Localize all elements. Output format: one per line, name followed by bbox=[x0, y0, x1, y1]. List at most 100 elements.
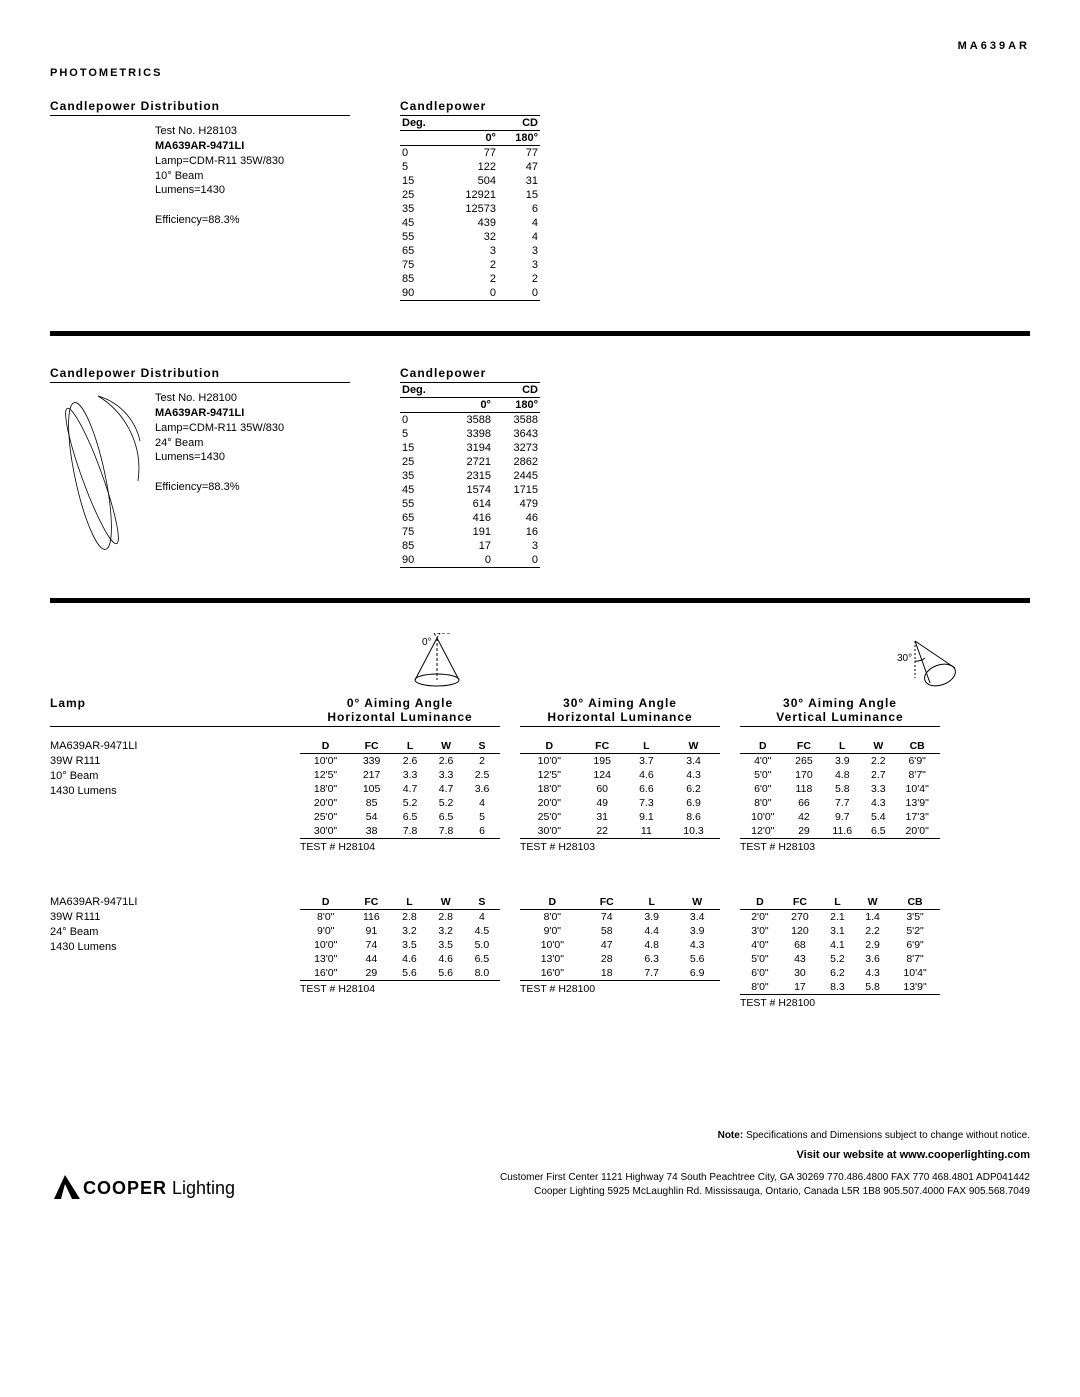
table-row: 3'0"1203.12.25'2" bbox=[740, 924, 940, 938]
cone-30-diagram-icon: 30° bbox=[895, 633, 965, 688]
beam: 10° Beam bbox=[155, 169, 350, 184]
table-row: 4'0"2653.92.26'9" bbox=[740, 754, 940, 769]
table-row: 5'0"1704.82.78'7" bbox=[740, 768, 940, 782]
svg-text:0°: 0° bbox=[422, 637, 432, 648]
table-row: 2'0"2702.11.43'5" bbox=[740, 910, 940, 925]
dist-title: Candlepower Distribution bbox=[50, 99, 350, 116]
table-row: 85173 bbox=[400, 539, 540, 553]
cooper-logo: COOPER Lighting bbox=[50, 1171, 235, 1199]
lamp-info: MA639AR-9471LI39W R11110° Beam1430 Lumen… bbox=[50, 739, 300, 853]
footer-addr1: Customer First Center 1121 Highway 74 So… bbox=[500, 1171, 1030, 1185]
table-row: 25'0"319.18.6 bbox=[520, 810, 720, 824]
table-row: 25'0"546.56.55 bbox=[300, 810, 500, 824]
table-row: 10'0"3392.62.62 bbox=[300, 754, 500, 769]
table-row: 30'0"221110.3 bbox=[520, 824, 720, 839]
table-row: 8'0"178.35.813'9" bbox=[740, 980, 940, 995]
angle-header: 30° Aiming AngleVertical Luminance bbox=[740, 696, 940, 727]
test-number: TEST # H28104 bbox=[300, 983, 500, 995]
lum-table: DFCLW10'0"1953.73.412'5"1244.64.318'0"60… bbox=[520, 739, 720, 853]
table-row: 07777 bbox=[400, 146, 540, 161]
table-row: 35125736 bbox=[400, 202, 540, 216]
table-row: 10'0"1953.73.4 bbox=[520, 754, 720, 769]
table-row: 18'0"606.66.2 bbox=[520, 782, 720, 796]
table-row: 8522 bbox=[400, 272, 540, 286]
lamp: Lamp=CDM-R11 35W/830 bbox=[155, 154, 350, 169]
table-row: 6'0"306.24.310'4" bbox=[740, 966, 940, 980]
lum-row: MA639AR-9471LI39W R11124° Beam1430 Lumen… bbox=[50, 895, 1030, 1009]
table-row: 251292115 bbox=[400, 188, 540, 202]
cone-0-diagram-icon: 0° bbox=[402, 633, 472, 688]
table-row: 20'0"497.36.9 bbox=[520, 796, 720, 810]
beam: 24° Beam bbox=[155, 436, 350, 451]
logo-mark-icon bbox=[50, 1171, 80, 1199]
lamp-info: MA639AR-9471LI39W R11124° Beam1430 Lumen… bbox=[50, 895, 300, 1009]
lum-table: DFCLWCB4'0"2653.92.26'9"5'0"1704.82.78'7… bbox=[740, 739, 940, 853]
table-row: 5'0"435.23.68'7" bbox=[740, 952, 940, 966]
table-row: 9'0"584.43.9 bbox=[520, 924, 720, 938]
table-row: 13'0"444.64.66.5 bbox=[300, 952, 500, 966]
footer-visit: Visit our website at www.cooperlighting.… bbox=[500, 1148, 1030, 1163]
table-row: 12'5"1244.64.3 bbox=[520, 768, 720, 782]
test-number: TEST # H28103 bbox=[740, 841, 940, 853]
photometrics-label: PHOTOMETRICS bbox=[50, 67, 1030, 79]
angle-header: 0° Aiming AngleHorizontal Luminance bbox=[300, 696, 500, 727]
table-row: 9000 bbox=[400, 553, 540, 568]
test-number: TEST # H28100 bbox=[520, 983, 720, 995]
table-row: 035883588 bbox=[400, 413, 540, 428]
table-row: 55324 bbox=[400, 230, 540, 244]
table-row: 12'5"2173.33.32.5 bbox=[300, 768, 500, 782]
table-row: 10'0"429.75.417'3" bbox=[740, 810, 940, 824]
test-no: Test No. H28103 bbox=[155, 124, 350, 139]
test-number: TEST # H28103 bbox=[520, 841, 720, 853]
table-row: 9000 bbox=[400, 286, 540, 301]
footer-note: Note: Specifications and Dimensions subj… bbox=[500, 1129, 1030, 1143]
table-row: 8'0"1162.82.84 bbox=[300, 910, 500, 925]
table-row: 4515741715 bbox=[400, 483, 540, 497]
luminance-section: 0° 30° Lamp 0° Aiming AngleHorizontal Lu… bbox=[50, 633, 1030, 1009]
angle-header: 30° Aiming AngleHorizontal Luminance bbox=[520, 696, 720, 727]
table-row: 10'0"743.53.55.0 bbox=[300, 938, 500, 952]
table-row: 12'0"2911.66.520'0" bbox=[740, 824, 940, 839]
table-row: 18'0"1054.74.73.6 bbox=[300, 782, 500, 796]
table-row: 30'0"387.87.86 bbox=[300, 824, 500, 839]
lum-table: DFCLWS10'0"3392.62.6212'5"2173.33.32.518… bbox=[300, 739, 500, 853]
divider bbox=[50, 331, 1030, 336]
lumens: Lumens=1430 bbox=[155, 183, 350, 198]
svg-text:30°: 30° bbox=[897, 653, 912, 664]
test-number: TEST # H28100 bbox=[740, 997, 940, 1009]
table-row: 16'0"295.65.68.0 bbox=[300, 966, 500, 981]
cp-title: Candlepower bbox=[400, 99, 540, 116]
test-number: TEST # H28104 bbox=[300, 841, 500, 853]
table-row: 16'0"187.76.9 bbox=[520, 966, 720, 981]
test-no: Test No. H28100 bbox=[155, 391, 350, 406]
distribution-diagram-icon bbox=[50, 391, 145, 551]
lamp-header: Lamp bbox=[50, 696, 300, 727]
lamp: Lamp=CDM-R11 35W/830 bbox=[155, 421, 350, 436]
table-row: 13'0"286.35.6 bbox=[520, 952, 720, 966]
table-row: 55614479 bbox=[400, 497, 540, 511]
dist-title: Candlepower Distribution bbox=[50, 366, 350, 383]
table-row: 8'0"743.93.4 bbox=[520, 910, 720, 925]
product-code: MA639AR bbox=[50, 40, 1030, 52]
table-row: 1550431 bbox=[400, 174, 540, 188]
table-row: 3523152445 bbox=[400, 469, 540, 483]
table-row: 454394 bbox=[400, 216, 540, 230]
lumens: Lumens=1430 bbox=[155, 450, 350, 465]
lum-row: MA639AR-9471LI39W R11110° Beam1430 Lumen… bbox=[50, 739, 1030, 853]
model: MA639AR-9471LI bbox=[155, 406, 350, 421]
table-row: 533983643 bbox=[400, 427, 540, 441]
lum-table: DFCLWS8'0"1162.82.849'0"913.23.24.510'0"… bbox=[300, 895, 500, 1009]
table-row: 10'0"474.84.3 bbox=[520, 938, 720, 952]
candlepower-table: Deg.CD 0°180° 03588358853398364315319432… bbox=[400, 383, 540, 568]
efficiency: Efficiency=88.3% bbox=[155, 480, 350, 495]
table-row: 1531943273 bbox=[400, 441, 540, 455]
table-row: 8'0"667.74.313'9" bbox=[740, 796, 940, 810]
lum-table: DFCLW8'0"743.93.49'0"584.43.910'0"474.84… bbox=[520, 895, 720, 1009]
table-row: 6'0"1185.83.310'4" bbox=[740, 782, 940, 796]
table-row: 2527212862 bbox=[400, 455, 540, 469]
candlepower-section-1: Candlepower Distribution Test No. H28103… bbox=[50, 99, 1030, 301]
candlepower-table: Deg.CD 0°180° 07777512247155043125129211… bbox=[400, 116, 540, 301]
table-row: 7519116 bbox=[400, 525, 540, 539]
table-row: 9'0"913.23.24.5 bbox=[300, 924, 500, 938]
page-footer: COOPER Lighting Note: Specifications and… bbox=[50, 1129, 1030, 1199]
